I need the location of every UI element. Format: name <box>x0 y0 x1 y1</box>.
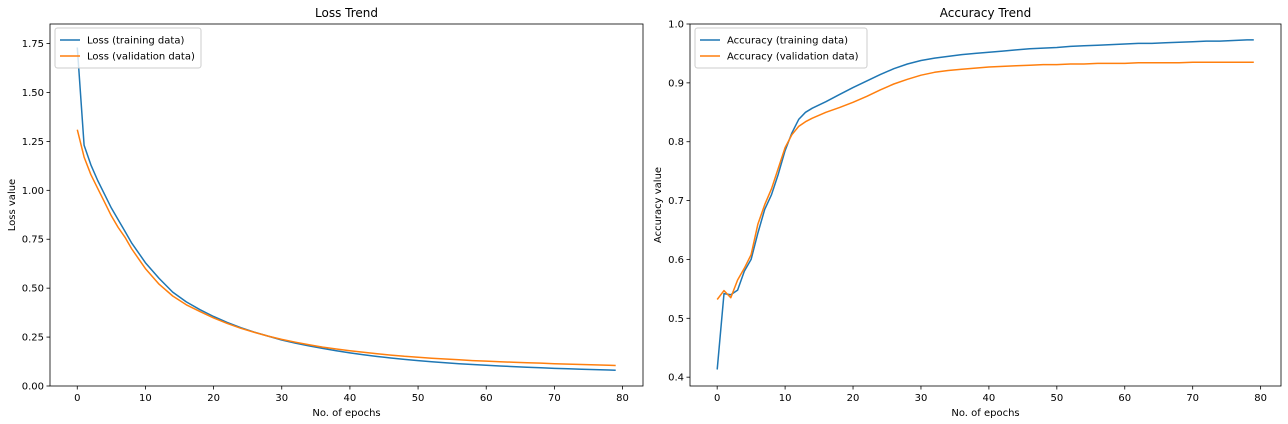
x-tick-label: 40 <box>344 393 357 404</box>
y-tick-label: 1.50 <box>22 88 44 99</box>
accuracy-trend-chart: Accuracy Trend No. of epochs Accuracy va… <box>653 6 1282 419</box>
x-tick-label: 0 <box>74 393 80 404</box>
y-tick-label: 0.4 <box>668 373 684 384</box>
y-tick-label: 0.5 <box>668 314 684 325</box>
legend-entry: Accuracy (validation data) <box>727 52 859 63</box>
x-axis-label: No. of epochs <box>951 408 1019 419</box>
y-axis-label: Accuracy value <box>653 167 664 243</box>
x-tick-label: 20 <box>847 393 860 404</box>
series-line-1 <box>76 129 616 367</box>
y-tick-label: 0.9 <box>668 78 684 89</box>
x-tick-label: 60 <box>1118 393 1131 404</box>
series-line-0 <box>716 39 1254 370</box>
y-tick-label: 0.6 <box>668 255 684 266</box>
y-axis-label: Loss value <box>7 179 18 231</box>
plot-frame <box>689 23 1282 387</box>
y-tick-label: 0.75 <box>22 235 44 246</box>
y-tick-label: 1.25 <box>22 137 44 148</box>
x-tick-label: 70 <box>1186 393 1199 404</box>
legend-entry: Loss (validation data) <box>87 52 195 63</box>
x-tick-label: 80 <box>1254 393 1267 404</box>
x-tick-label: 50 <box>412 393 425 404</box>
x-tick-label: 30 <box>915 393 928 404</box>
x-axis-label: No. of epochs <box>312 408 380 419</box>
y-tick-label: 0.50 <box>22 284 44 295</box>
y-tick-label: 0.25 <box>22 333 44 344</box>
chart-title: Accuracy Trend <box>940 6 1031 20</box>
legend-entry: Loss (training data) <box>87 36 184 47</box>
x-tick-label: 40 <box>983 393 996 404</box>
x-tick-label: 10 <box>139 393 152 404</box>
y-tick-label: 0.7 <box>668 196 684 207</box>
loss-trend-chart: Loss Trend No. of epochs Loss value 0 10 2… <box>7 6 644 419</box>
legend-box <box>694 27 868 69</box>
y-tick-label: 1.0 <box>668 20 684 31</box>
x-tick-label: 50 <box>1050 393 1063 404</box>
x-tick-label: 60 <box>480 393 493 404</box>
series-line-0 <box>76 47 616 371</box>
x-tick-label: 0 <box>714 393 720 404</box>
x-tick-label: 20 <box>207 393 220 404</box>
x-tick-label: 10 <box>779 393 792 404</box>
y-tick-label: 1.75 <box>22 39 44 50</box>
legend-box <box>54 27 202 69</box>
legend: Accuracy (training data) Accuracy (valida… <box>694 27 868 69</box>
series-line-1 <box>716 61 1254 300</box>
legend-entry: Accuracy (training data) <box>727 36 848 47</box>
plot-frame <box>49 23 644 387</box>
legend: Loss (training data) Loss (validation dat… <box>54 27 202 69</box>
y-tick-label: 0.8 <box>668 137 684 148</box>
chart-title: Loss Trend <box>315 6 378 20</box>
x-tick-label: 80 <box>616 393 629 404</box>
x-tick-label: 70 <box>548 393 561 404</box>
x-tick-label: 30 <box>275 393 288 404</box>
y-tick-label: 1.00 <box>22 186 44 197</box>
y-tick-label: 0.00 <box>22 382 44 393</box>
